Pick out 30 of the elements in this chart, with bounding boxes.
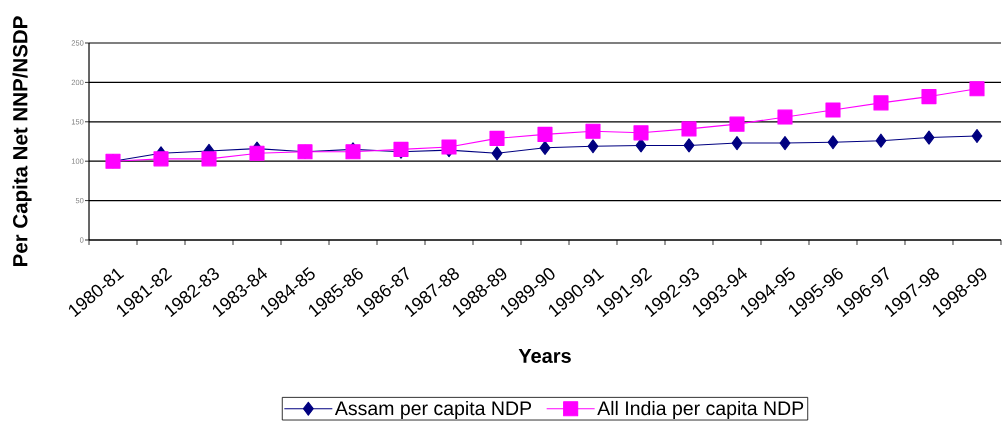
point [153,151,169,167]
point [681,121,697,137]
point [635,138,647,153]
point [971,128,983,144]
point [249,145,265,161]
point [969,81,985,97]
point [201,151,217,167]
point [827,135,839,150]
point [633,125,649,141]
x-axis-title: Years [518,349,571,363]
point [491,146,503,161]
point [777,109,793,125]
point [729,116,745,132]
point [539,140,551,155]
point [873,95,889,111]
point [585,123,601,139]
point [731,136,743,151]
point [537,126,553,142]
legend-label: All India per capita NDP [597,400,804,420]
point [779,136,791,151]
point [921,89,937,105]
point [587,139,599,154]
point [825,102,841,118]
point [923,130,935,145]
point [441,139,457,155]
point [489,130,505,146]
point [875,133,887,148]
y-axis-title: Per Capita Net NNP/NSDP [12,16,32,267]
point [683,138,695,153]
legend-label: Assam per capita NDP [334,400,532,420]
